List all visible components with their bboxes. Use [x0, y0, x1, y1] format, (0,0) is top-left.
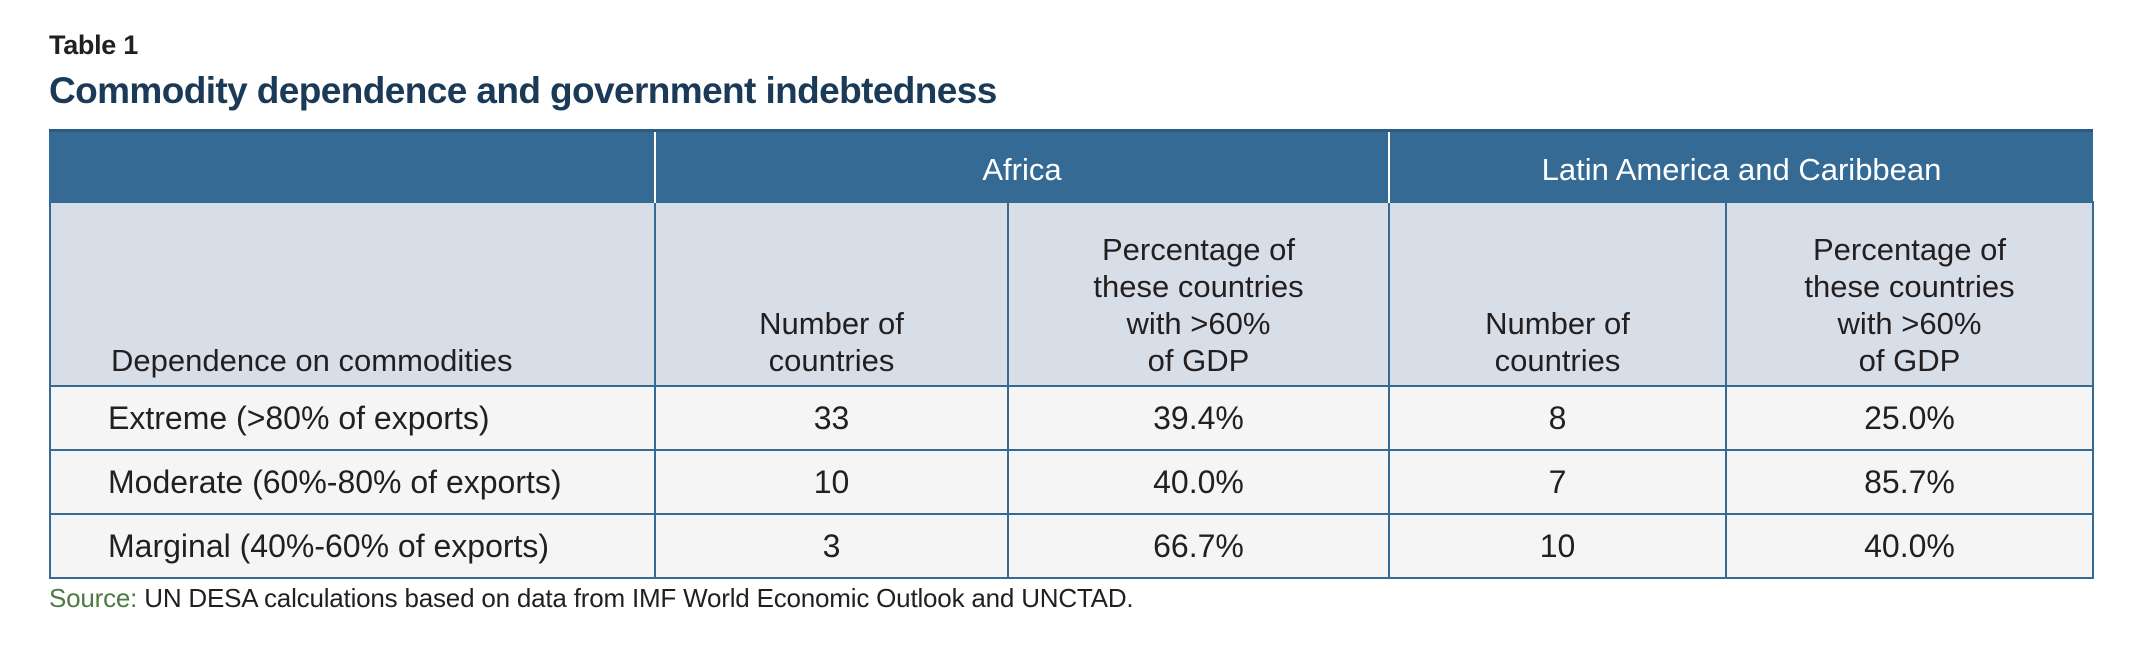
- lac-percentage-cell: 85.7%: [1725, 449, 2094, 515]
- source-note: Source: UN DESA calculations based on da…: [49, 583, 1134, 614]
- region-header-lac: Latin America and Caribbean: [1388, 129, 2093, 202]
- lac-number-cell: 10: [1388, 513, 1727, 579]
- column-header-africa-number: Number of countries: [654, 201, 1009, 387]
- commodity-table: Africa Latin America and Caribbean Depen…: [49, 129, 2094, 579]
- row-label: Marginal (40%-60% of exports): [49, 513, 656, 579]
- africa-number-cell: 10: [654, 449, 1009, 515]
- region-header-row: Africa Latin America and Caribbean: [49, 129, 2093, 202]
- region-header-blank: [49, 129, 655, 202]
- column-header-africa-percentage-text: Percentage of these countries with >60% …: [1093, 232, 1304, 378]
- column-header-africa-number-text: Number of countries: [759, 306, 904, 378]
- table-label: Table 1: [49, 30, 138, 60]
- table-row: Moderate (60%-80% of exports) 10 40.0% 7…: [49, 449, 2094, 515]
- lac-percentage-cell: 40.0%: [1725, 513, 2094, 579]
- table-title: Commodity dependence and government inde…: [49, 70, 997, 111]
- source-text: UN DESA calculations based on data from …: [137, 583, 1134, 613]
- column-header-africa-percentage: Percentage of these countries with >60% …: [1007, 201, 1390, 387]
- column-header-lac-number-text: Number of countries: [1485, 306, 1630, 378]
- region-header-africa: Africa: [654, 129, 1389, 202]
- lac-number-cell: 7: [1388, 449, 1727, 515]
- column-header-row: Dependence on commodities Number of coun…: [49, 201, 2094, 387]
- lac-number-cell: 8: [1388, 385, 1727, 451]
- africa-number-cell: 33: [654, 385, 1009, 451]
- source-label: Source:: [49, 583, 138, 613]
- lac-percentage-cell: 25.0%: [1725, 385, 2094, 451]
- column-header-lac-number: Number of countries: [1388, 201, 1727, 387]
- row-label: Moderate (60%-80% of exports): [49, 449, 656, 515]
- row-label: Extreme (>80% of exports): [49, 385, 656, 451]
- africa-percentage-cell: 66.7%: [1007, 513, 1390, 579]
- africa-percentage-cell: 39.4%: [1007, 385, 1390, 451]
- africa-number-cell: 3: [654, 513, 1009, 579]
- table-row: Extreme (>80% of exports) 33 39.4% 8 25.…: [49, 385, 2094, 451]
- africa-percentage-cell: 40.0%: [1007, 449, 1390, 515]
- column-header-lac-percentage-text: Percentage of these countries with >60% …: [1804, 232, 2015, 378]
- column-header-lac-percentage: Percentage of these countries with >60% …: [1725, 201, 2094, 387]
- column-header-dependence: Dependence on commodities: [49, 201, 656, 387]
- table-row: Marginal (40%-60% of exports) 3 66.7% 10…: [49, 513, 2094, 579]
- column-header-dependence-text: Dependence on commodities: [111, 343, 513, 378]
